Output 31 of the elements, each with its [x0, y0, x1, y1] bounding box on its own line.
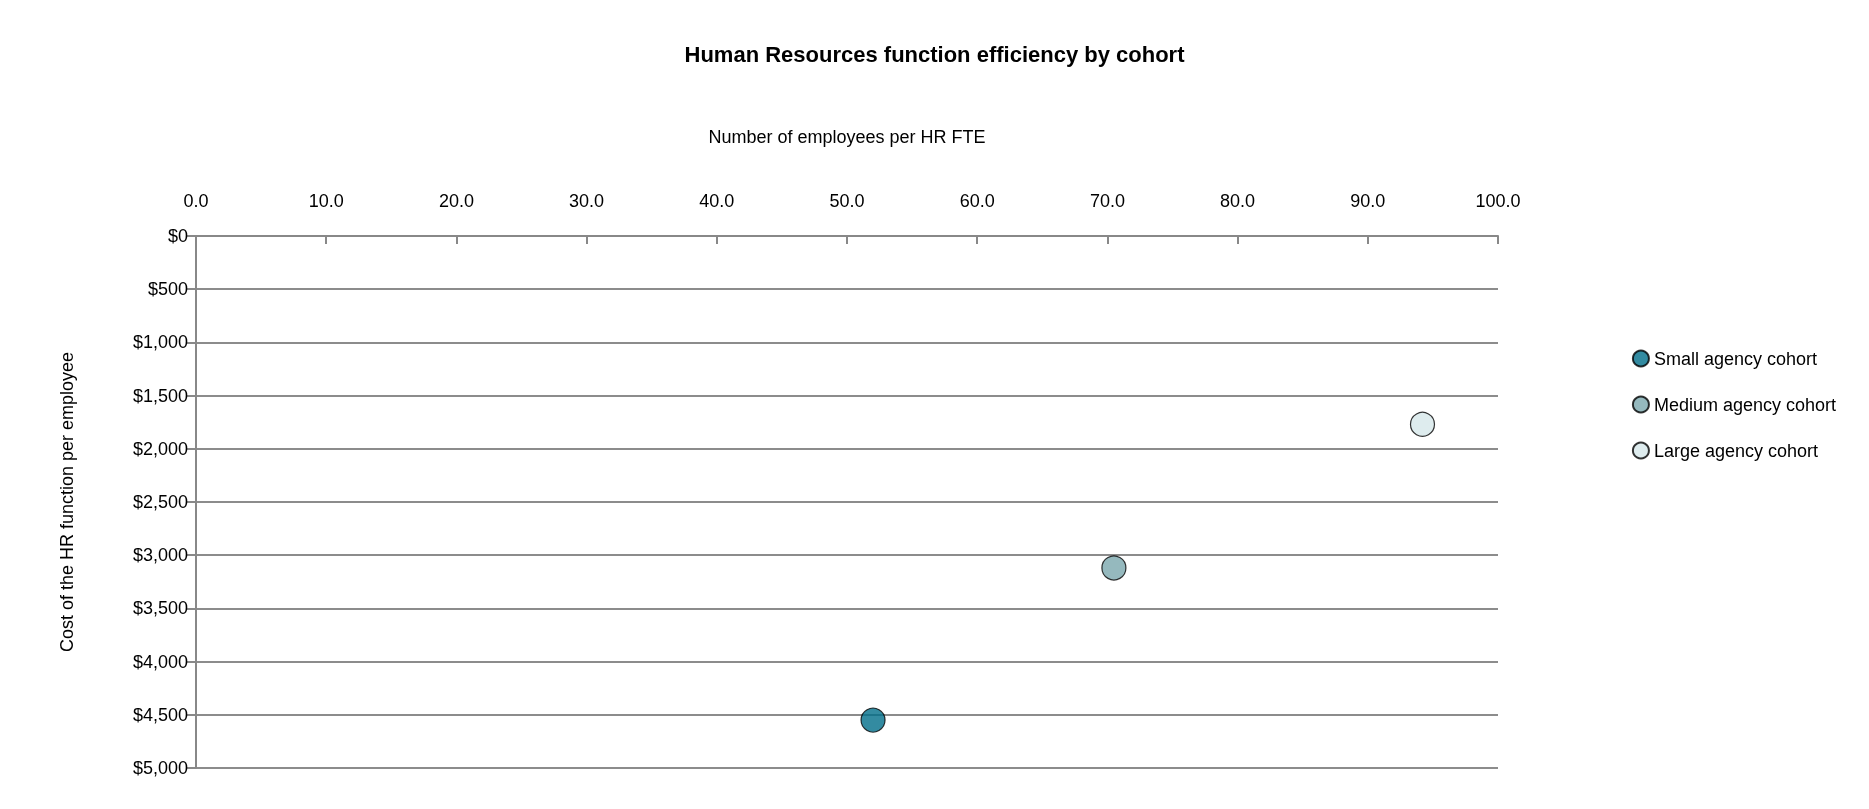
x-tick-label: 20.0: [438, 191, 474, 211]
x-tick-label: 80.0: [1220, 191, 1256, 211]
y-tick-label: $0: [167, 226, 188, 246]
y-tick-label: $2,500: [132, 492, 188, 512]
x-tick-label: 40.0: [699, 191, 735, 211]
point: [1101, 555, 1127, 581]
legend-label: Medium agency cohort: [1653, 394, 1836, 415]
x-tick-label: 60.0: [959, 191, 995, 211]
x-tick-label: 100.0: [1475, 191, 1521, 211]
y-tick-label: $4,500: [132, 704, 188, 725]
x-tick-label: 50.0: [829, 191, 865, 211]
legend-label: Small agency cohort: [1653, 348, 1817, 369]
x-axis-title: Number of employees per HR FTE: [708, 127, 986, 147]
y-tick-label: $500: [147, 279, 188, 300]
chart-title: Human Resources function efficiency by cohort: [684, 41, 1186, 67]
y-tick-label: $3,500: [132, 598, 188, 619]
y-tick-label: $5,000: [132, 758, 188, 778]
y-tick-label: $1,500: [132, 385, 188, 406]
y-axis-title: Cost of the HR function per employee: [57, 351, 77, 653]
x-tick-label: 30.0: [569, 191, 605, 211]
y-tick-label: $3,000: [132, 545, 188, 566]
legend-label: Large agency cohort: [1653, 440, 1819, 461]
x-tick-label: 90.0: [1350, 191, 1386, 211]
y-tick-label: $4,000: [132, 651, 188, 672]
point: [860, 707, 886, 733]
x-tick-label: 10.0: [308, 191, 344, 211]
point: [1409, 411, 1436, 437]
x-tick-label: 0.0: [183, 191, 209, 211]
x-tick-label: 70.0: [1089, 191, 1125, 211]
y-tick-label: $2,000: [132, 438, 188, 459]
y-tick-label: $1,000: [132, 332, 188, 353]
